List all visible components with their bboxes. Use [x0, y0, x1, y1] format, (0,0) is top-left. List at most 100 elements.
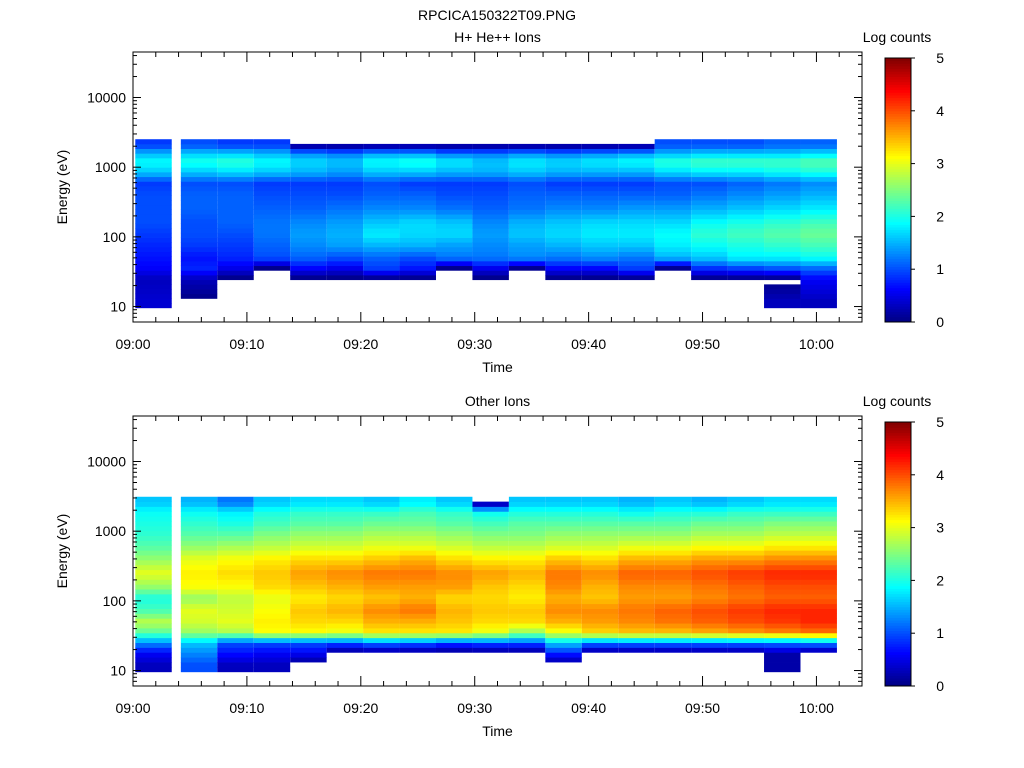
- heatmap-cell: [800, 270, 837, 276]
- heatmap-cell: [727, 176, 765, 182]
- colorbar-swatch: [885, 656, 911, 661]
- colorbar-swatch: [885, 300, 911, 305]
- heatmap-cell: [326, 628, 364, 634]
- heatmap-cell: [472, 186, 509, 192]
- heatmap-cell: [654, 642, 692, 648]
- heatmap-cell: [508, 218, 546, 224]
- heatmap-cell: [764, 579, 801, 585]
- heatmap-cell: [691, 579, 728, 585]
- heatmap-cell: [399, 530, 436, 537]
- heatmap-cell: [764, 293, 801, 299]
- heatmap-cell: [435, 204, 473, 210]
- heatmap-cell: [326, 260, 364, 267]
- heatmap-cell: [545, 232, 582, 238]
- heatmap-cell: [135, 209, 172, 215]
- heatmap-cell: [508, 613, 546, 619]
- heatmap-cell: [180, 251, 218, 257]
- heatmap-cell: [764, 190, 801, 196]
- heatmap-cell: [435, 167, 473, 173]
- heatmap-cell: [618, 260, 655, 267]
- heatmap-cell: [253, 623, 291, 629]
- heatmap-cell: [180, 564, 218, 571]
- heatmap-cell: [581, 153, 619, 159]
- heatmap-cell: [326, 623, 364, 629]
- heatmap-cell: [217, 181, 254, 187]
- heatmap-cell: [399, 228, 436, 234]
- heatmap-cell: [764, 303, 801, 309]
- heatmap-cell: [253, 501, 291, 507]
- heatmap-cell: [618, 223, 655, 229]
- heatmap-cell: [800, 256, 837, 262]
- colorbar-swatch: [885, 511, 911, 515]
- heatmap-cell: [217, 139, 254, 145]
- heatmap-cell: [435, 530, 473, 537]
- colorbar-swatch: [885, 295, 911, 299]
- heatmap-cell: [435, 628, 473, 634]
- heatmap-cell: [545, 628, 582, 634]
- heatmap-cell: [363, 223, 400, 229]
- colorbar-swatch: [885, 134, 911, 138]
- heatmap-cell: [180, 186, 218, 192]
- heatmap-cell: [472, 223, 509, 229]
- heatmap-cell: [727, 540, 765, 546]
- heatmap-cell: [363, 613, 400, 619]
- heatmap-cell: [545, 521, 582, 527]
- heatmap-cell: [545, 652, 582, 658]
- heatmap-cell: [435, 559, 473, 566]
- heatmap-cell: [618, 569, 655, 575]
- heatmap-cell: [800, 613, 837, 619]
- heatmap-cell: [180, 613, 218, 619]
- heatmap-cell: [435, 246, 473, 252]
- heatmap-cell: [363, 260, 400, 267]
- heatmap-cell: [764, 584, 801, 590]
- heatmap-cell: [135, 162, 172, 168]
- heatmap-cell: [618, 172, 655, 178]
- heatmap-cell: [545, 204, 582, 210]
- heatmap-cell: [727, 214, 765, 220]
- heatmap-cell: [618, 186, 655, 192]
- heatmap-cell: [800, 260, 837, 267]
- heatmap-cell: [135, 284, 172, 290]
- x-axis: 09:00 09:10 09:20 09:30 09:40 09:50 10:00 Time: [115, 416, 863, 739]
- heatmap-cell: [253, 598, 291, 605]
- heatmap-cell: [545, 506, 582, 512]
- x-tick-label: 09:50: [685, 336, 720, 352]
- heatmap-cell: [399, 589, 436, 595]
- heatmap-cell: [727, 550, 765, 556]
- heatmap-cell: [545, 579, 582, 585]
- heatmap-cell: [691, 516, 728, 522]
- heatmap-cell: [581, 181, 619, 187]
- colorbar-swatch: [885, 94, 911, 99]
- heatmap-cell: [180, 521, 218, 527]
- heatmap-cell: [800, 214, 837, 220]
- heatmap-cell: [508, 574, 546, 580]
- heatmap-cell: [764, 153, 801, 159]
- heatmap-cell: [764, 535, 801, 541]
- heatmap-cell: [217, 501, 254, 507]
- heatmap-cell: [135, 200, 172, 206]
- heatmap-cell: [508, 559, 546, 566]
- heatmap-cell: [545, 637, 582, 644]
- colorbar-swatch: [885, 635, 911, 639]
- heatmap-cell: [764, 204, 801, 210]
- heatmap-cell: [363, 569, 400, 575]
- heatmap-cell: [581, 637, 619, 644]
- heatmap-cell: [764, 157, 801, 164]
- heatmap-cell: [764, 186, 801, 192]
- heatmap-cell: [435, 579, 473, 585]
- heatmap-cell: [135, 214, 172, 220]
- colorbar-label: Log counts: [863, 29, 932, 45]
- heatmap-cell: [435, 564, 473, 571]
- heatmap-cell: [654, 162, 692, 168]
- colorbar-swatch: [885, 73, 911, 77]
- heatmap-cell: [800, 555, 837, 561]
- heatmap-cell: [727, 535, 765, 541]
- heatmap-cell: [290, 496, 327, 503]
- heatmap-cell: [435, 555, 473, 561]
- heatmap-cell: [545, 564, 582, 571]
- heatmap-cell: [654, 223, 692, 229]
- heatmap-cell: [581, 501, 619, 507]
- heatmap-cell: [800, 181, 837, 187]
- heatmap-cell: [472, 501, 509, 507]
